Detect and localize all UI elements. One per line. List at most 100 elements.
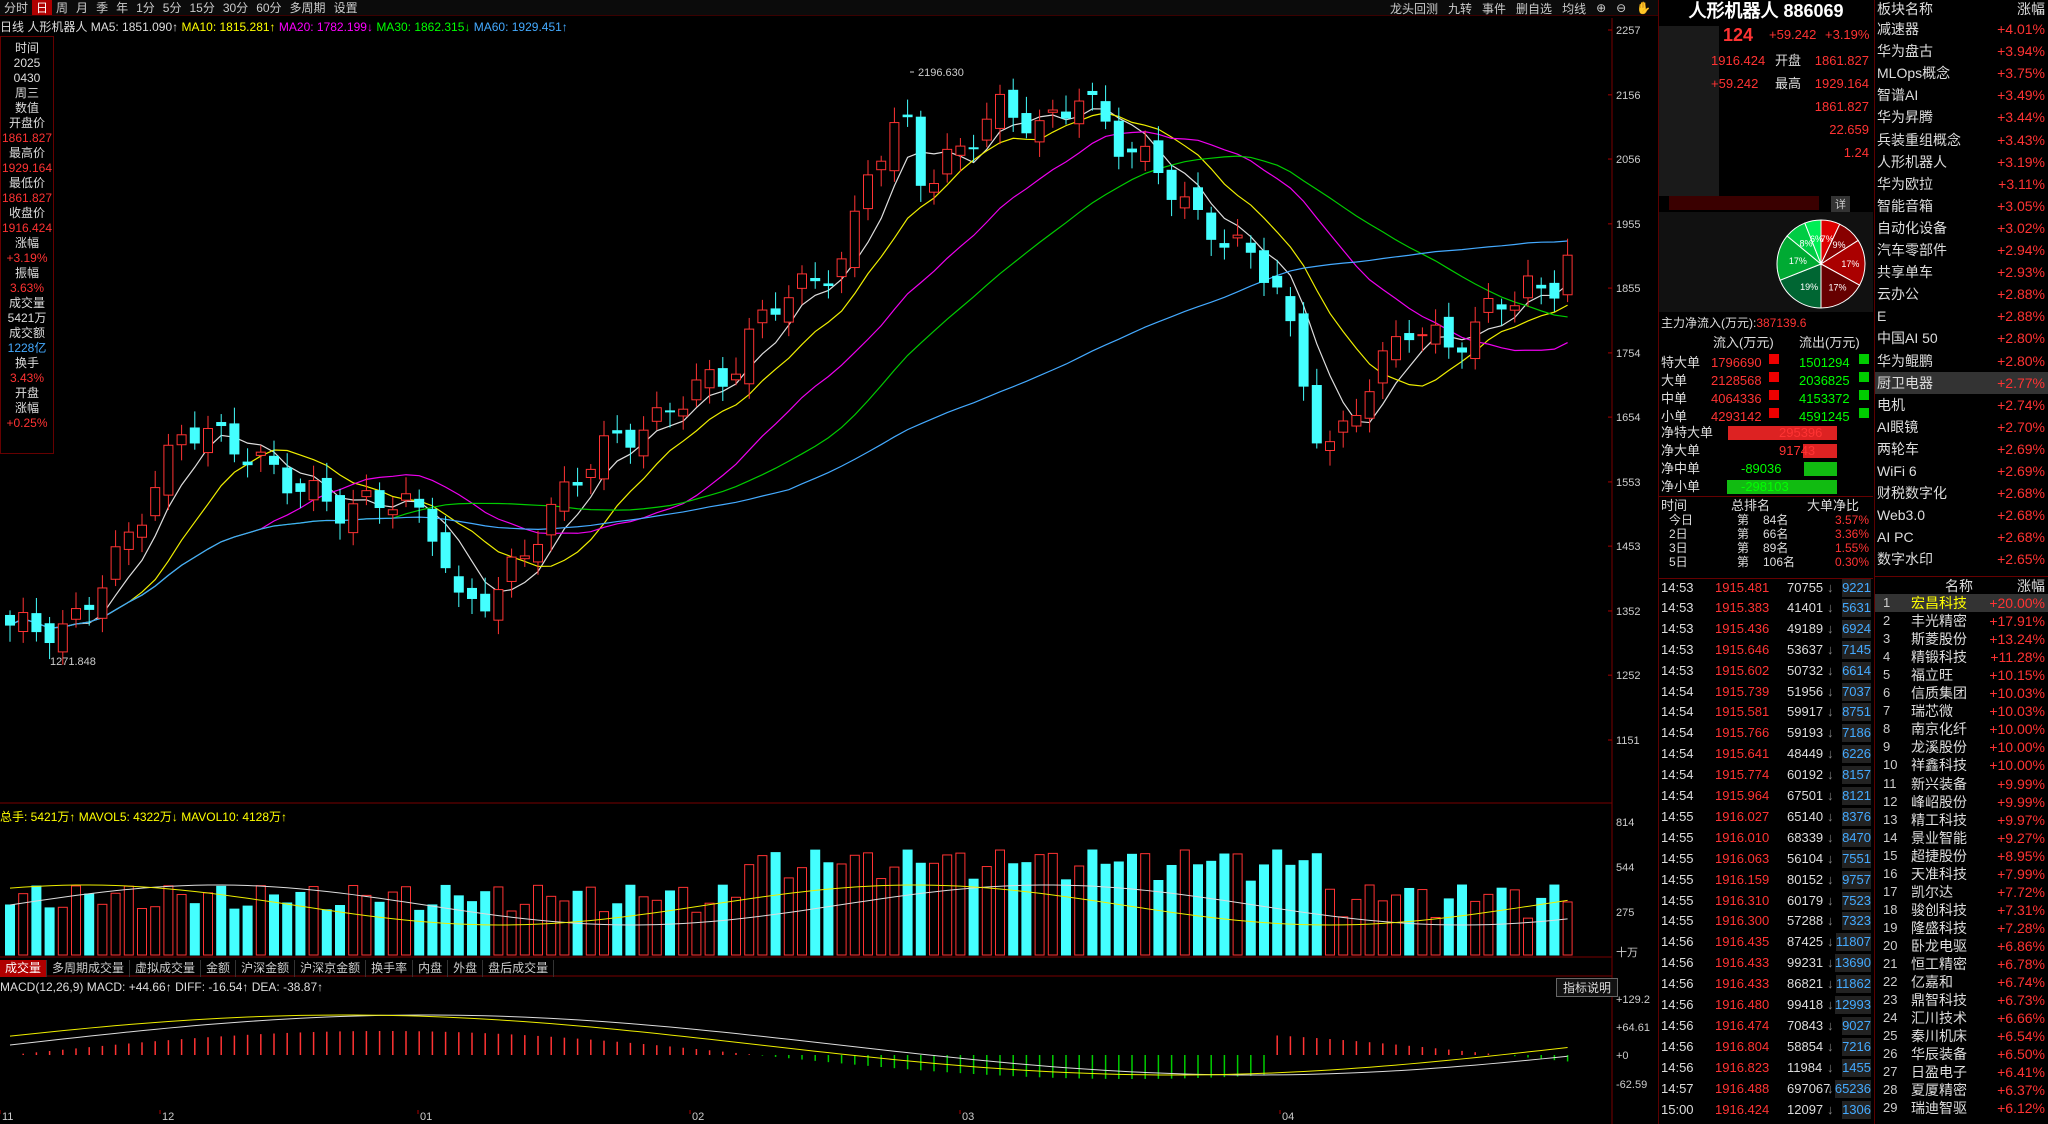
candle-body[interactable] bbox=[321, 477, 332, 502]
indicator-tab-0[interactable]: 成交量 bbox=[0, 960, 48, 977]
candle-body[interactable] bbox=[71, 608, 81, 620]
zoom-in-icon[interactable]: ⊕ bbox=[1596, 1, 1607, 15]
stock-row[interactable]: 7 瑞芯微 +10.03% bbox=[1875, 702, 2048, 720]
candle-body[interactable] bbox=[638, 429, 649, 457]
sector-row[interactable]: MLOps概念 +3.75% bbox=[1875, 62, 2048, 84]
candle-body[interactable] bbox=[889, 122, 900, 172]
candle-body[interactable] bbox=[216, 422, 227, 427]
candle-body[interactable] bbox=[691, 379, 702, 401]
candle-body[interactable] bbox=[1562, 254, 1573, 296]
indicator-tab-8[interactable]: 外盘 bbox=[448, 960, 484, 977]
candle-body[interactable] bbox=[717, 368, 728, 387]
stock-row[interactable]: 8 南京化纤 +10.00% bbox=[1875, 720, 2048, 738]
candle-body[interactable] bbox=[1338, 420, 1349, 433]
period-tab-7[interactable]: 5分 bbox=[162, 1, 182, 15]
toolbar-right-btn-0[interactable]: 龙头回测 bbox=[1390, 1, 1439, 16]
candle-body[interactable] bbox=[995, 93, 1005, 129]
candle-body[interactable] bbox=[1008, 89, 1019, 118]
candle-body[interactable] bbox=[1034, 120, 1045, 143]
candle-body[interactable] bbox=[150, 487, 161, 517]
period-tab-1[interactable]: 日 bbox=[32, 0, 53, 15]
candle-body[interactable] bbox=[797, 273, 807, 289]
candle-body[interactable] bbox=[335, 495, 345, 524]
stock-row[interactable]: 18 骏创科技 +7.31% bbox=[1875, 901, 2048, 919]
stock-row[interactable]: 17 凯尔达 +7.72% bbox=[1875, 883, 2048, 901]
candle-body[interactable] bbox=[1523, 275, 1533, 299]
stock-row[interactable]: 14 景业智能 +9.27% bbox=[1875, 829, 2048, 847]
candle-body[interactable] bbox=[1364, 391, 1375, 419]
stock-row[interactable]: 6 信质集团 +10.03% bbox=[1875, 684, 2048, 702]
candle-body[interactable] bbox=[757, 309, 768, 324]
toolbar-right-btn-2[interactable]: 事件 bbox=[1482, 1, 1507, 16]
candle-body[interactable] bbox=[440, 532, 451, 569]
period-tab-2[interactable]: 周 bbox=[56, 1, 69, 15]
candle-body[interactable] bbox=[1021, 113, 1032, 134]
candle-body[interactable] bbox=[308, 480, 319, 501]
stock-row[interactable]: 5 福立旺 +10.15% bbox=[1875, 666, 2048, 684]
period-tab-0[interactable]: 分时 bbox=[4, 1, 29, 15]
candle-body[interactable] bbox=[295, 483, 306, 492]
candle-body[interactable] bbox=[546, 503, 557, 536]
candle-body[interactable] bbox=[533, 543, 543, 563]
candle-body[interactable] bbox=[5, 614, 15, 626]
candle-body[interactable] bbox=[1140, 145, 1151, 162]
indicator-tab-2[interactable]: 虚拟成交量 bbox=[130, 960, 202, 977]
stock-row[interactable]: 10 祥鑫科技 +10.00% bbox=[1875, 756, 2048, 774]
candle-body[interactable] bbox=[1074, 100, 1085, 125]
stock-row[interactable]: 26 华辰装备 +6.50% bbox=[1875, 1045, 2048, 1063]
candle-body[interactable] bbox=[519, 555, 530, 560]
candle-body[interactable] bbox=[282, 467, 293, 494]
period-tab-5[interactable]: 年 bbox=[116, 1, 129, 15]
sector-row[interactable]: 厨卫电器 +2.77% bbox=[1875, 371, 2048, 394]
candle-body[interactable] bbox=[1417, 334, 1428, 337]
candle-body[interactable] bbox=[915, 116, 926, 186]
candle-body[interactable] bbox=[123, 531, 134, 550]
stock-row[interactable]: 28 夏厦精密 +6.37% bbox=[1875, 1081, 2048, 1099]
stock-head-name[interactable]: 名称 bbox=[1945, 578, 1973, 594]
stock-row[interactable]: 12 峰岹股份 +9.99% bbox=[1875, 793, 2048, 811]
candle-body[interactable] bbox=[1285, 296, 1296, 322]
candle-body[interactable] bbox=[1272, 275, 1283, 288]
stock-row[interactable]: 29 瑞迪智驱 +6.12% bbox=[1875, 1099, 2048, 1117]
candle-body[interactable] bbox=[1311, 385, 1322, 444]
candle-body[interactable] bbox=[427, 508, 438, 542]
indicator-tab-9[interactable]: 盘后成交量 bbox=[483, 960, 555, 977]
candle-body[interactable] bbox=[1443, 316, 1454, 348]
sector-row[interactable]: Web3.0 +2.68% bbox=[1875, 504, 2048, 526]
candle-body[interactable] bbox=[1232, 234, 1243, 239]
candle-body[interactable] bbox=[1483, 297, 1494, 313]
candle-body[interactable] bbox=[242, 461, 253, 466]
candle-body[interactable] bbox=[229, 423, 240, 455]
candle-body[interactable] bbox=[665, 410, 675, 413]
indicator-tab-7[interactable]: 内盘 bbox=[413, 960, 449, 977]
candle-body[interactable] bbox=[810, 278, 821, 282]
stock-row[interactable]: 23 鼎智科技 +6.73% bbox=[1875, 991, 2048, 1009]
candle-body[interactable] bbox=[255, 451, 266, 456]
candle-body[interactable] bbox=[863, 174, 873, 210]
candle-body[interactable] bbox=[1127, 148, 1137, 153]
stock-row[interactable]: 13 精工科技 +9.97% bbox=[1875, 811, 2048, 829]
candle-body[interactable] bbox=[1166, 169, 1177, 200]
candle-body[interactable] bbox=[84, 604, 95, 610]
stock-row[interactable]: 27 日盈电子 +6.41% bbox=[1875, 1063, 2048, 1081]
sector-row[interactable]: 云办公 +2.88% bbox=[1875, 283, 2048, 305]
indicator-tab-4[interactable]: 沪深金额 bbox=[236, 960, 296, 977]
candle-body[interactable] bbox=[1377, 350, 1388, 384]
candle-body[interactable] bbox=[1457, 347, 1467, 353]
sector-row[interactable]: 智能音箱 +3.05% bbox=[1875, 195, 2048, 217]
candle-body[interactable] bbox=[968, 147, 979, 150]
candle-body[interactable] bbox=[1259, 250, 1269, 283]
candle-body[interactable] bbox=[493, 589, 504, 621]
stock-row[interactable]: 21 恒工精密 +6.78% bbox=[1875, 955, 2048, 973]
detail-button[interactable]: 详 bbox=[1831, 196, 1850, 212]
sector-row[interactable]: WiFi 6 +2.69% bbox=[1875, 460, 2048, 482]
candle-body[interactable] bbox=[31, 613, 42, 633]
period-tab-9[interactable]: 30分 bbox=[222, 1, 249, 15]
sector-row[interactable]: 兵装重组概念 +3.43% bbox=[1875, 129, 2048, 151]
period-tab-6[interactable]: 1分 bbox=[136, 1, 155, 15]
candle-body[interactable] bbox=[1509, 305, 1520, 311]
candle-body[interactable] bbox=[585, 468, 596, 478]
candle-body[interactable] bbox=[269, 455, 279, 465]
candle-body[interactable] bbox=[770, 308, 781, 315]
candle-body[interactable] bbox=[612, 430, 623, 434]
